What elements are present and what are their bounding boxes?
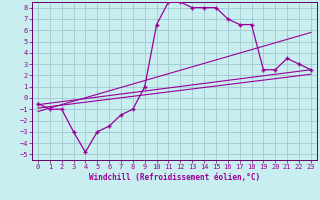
X-axis label: Windchill (Refroidissement éolien,°C): Windchill (Refroidissement éolien,°C) [89,173,260,182]
